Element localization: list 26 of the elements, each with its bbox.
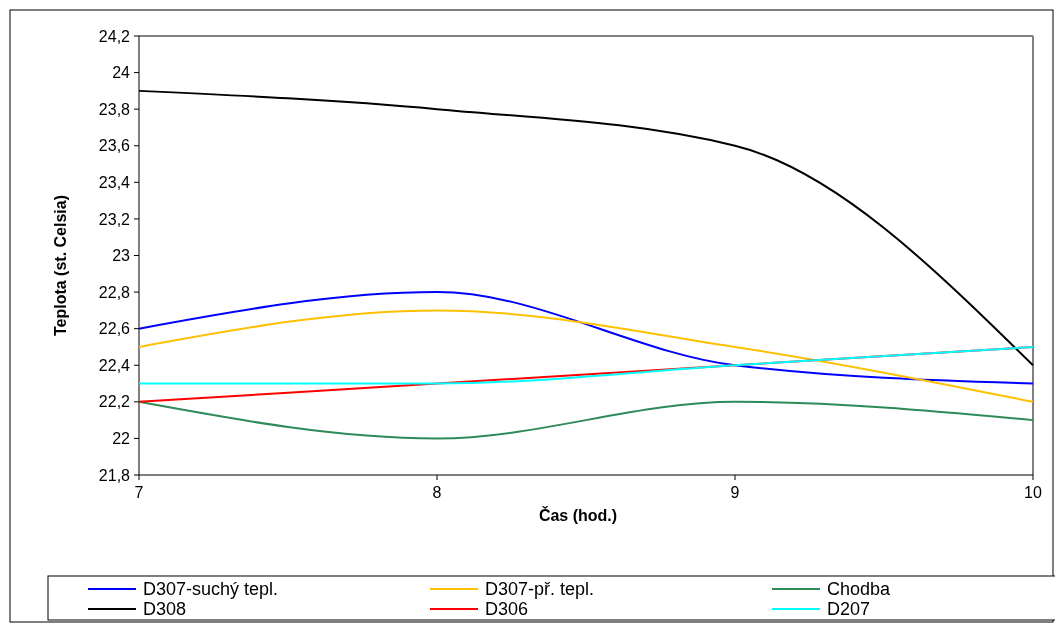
x-tick-label: 9 <box>730 484 740 501</box>
y-tick-label: 23,6 <box>98 137 131 155</box>
y-tick-label: 24,2 <box>98 27 131 45</box>
x-tick-label: 10 <box>1024 484 1042 501</box>
y-tick-label: 23 <box>112 247 131 265</box>
y-tick-label: 22,2 <box>98 393 131 411</box>
line-series <box>138 291 1034 385</box>
legend-label: D307-suchý tepl. <box>143 579 279 600</box>
x-tick-label: 7 <box>134 484 144 501</box>
y-tick-label: 24 <box>112 64 131 82</box>
y-tick-label: 22 <box>112 430 131 448</box>
legend-label: D207 <box>827 599 871 620</box>
y-tick-label: 22,8 <box>98 283 131 301</box>
y-tick-label: 22,4 <box>98 356 131 374</box>
legend-label: D307-př. tepl. <box>485 579 595 600</box>
legend-label: D308 <box>143 599 187 620</box>
y-tick-label: 21,8 <box>98 466 131 484</box>
y-tick-label: 22,6 <box>98 320 131 338</box>
legend-label: Chodba <box>827 579 892 600</box>
y-tick-label: 23,2 <box>98 210 131 228</box>
legend-label: D306 <box>485 599 529 620</box>
x-axis-title: Čas (hod.) <box>538 506 618 524</box>
y-tick-label: 23,4 <box>98 173 131 191</box>
y-axis-title: Teplota (st. Celsia) <box>52 194 69 337</box>
x-tick-label: 8 <box>432 484 442 501</box>
y-tick-label: 23,8 <box>98 100 131 118</box>
